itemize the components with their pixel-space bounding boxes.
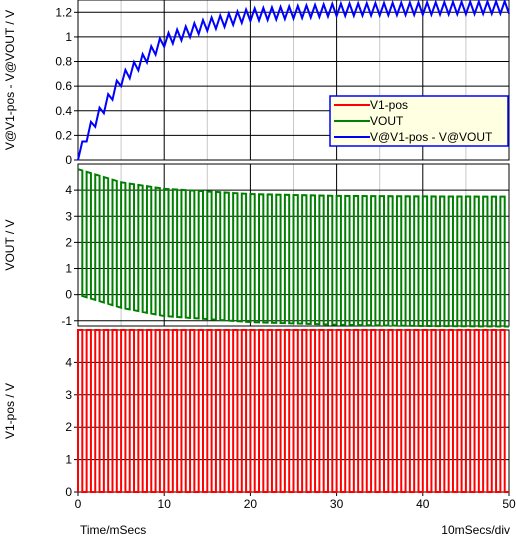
top-ytick-label: 1.2 bbox=[55, 5, 72, 19]
bottom-ytick-label: 2 bbox=[65, 420, 72, 434]
middle-ytick-label: 3 bbox=[65, 209, 72, 223]
legend-label: V1-pos bbox=[370, 98, 408, 112]
xtick-label: 40 bbox=[416, 497, 430, 511]
middle-series-line bbox=[77, 168, 510, 328]
middle-y-axis-label: VOUT / V bbox=[3, 219, 17, 270]
middle-ytick-label: 1 bbox=[65, 262, 72, 276]
top-ytick-label: 0.4 bbox=[55, 104, 72, 118]
top-ytick-label: 0.2 bbox=[55, 128, 72, 142]
x-scale-label: 10mSecs/div bbox=[441, 523, 510, 537]
xtick-label: 30 bbox=[330, 497, 344, 511]
middle-plot-border bbox=[77, 163, 510, 327]
x-axis-label: Time/mSecs bbox=[80, 523, 147, 537]
legend-label: V@V1-pos - V@VOUT bbox=[370, 130, 493, 144]
top-ytick-label: 1 bbox=[65, 30, 72, 44]
xtick-label: 20 bbox=[244, 497, 258, 511]
legend-label: VOUT bbox=[370, 114, 404, 128]
top-ytick-label: 0.8 bbox=[55, 55, 72, 69]
middle-ytick-label: -1 bbox=[61, 314, 72, 328]
top-plot-border bbox=[77, 0, 510, 161]
top-series-line bbox=[77, 0, 510, 161]
bottom-ytick-label: 0 bbox=[65, 485, 72, 499]
bottom-ytick-label: 4 bbox=[65, 355, 72, 369]
bottom-ytick-label: 1 bbox=[65, 453, 72, 467]
bottom-y-axis-label: V1-pos / V bbox=[3, 383, 17, 439]
bottom-series-line bbox=[77, 329, 509, 493]
top-ytick-label: 0 bbox=[65, 153, 72, 167]
middle-ytick-label: 4 bbox=[65, 183, 72, 197]
middle-ytick-label: 0 bbox=[65, 288, 72, 302]
xtick-label: 0 bbox=[75, 497, 82, 511]
bottom-ytick-label: 3 bbox=[65, 388, 72, 402]
xtick-label: 50 bbox=[502, 497, 516, 511]
xtick-label: 10 bbox=[158, 497, 172, 511]
top-ytick-label: 0.6 bbox=[55, 79, 72, 93]
middle-ytick-label: 2 bbox=[65, 235, 72, 249]
top-y-axis-label: V@V1-pos - V@VOUT / V bbox=[3, 10, 17, 150]
